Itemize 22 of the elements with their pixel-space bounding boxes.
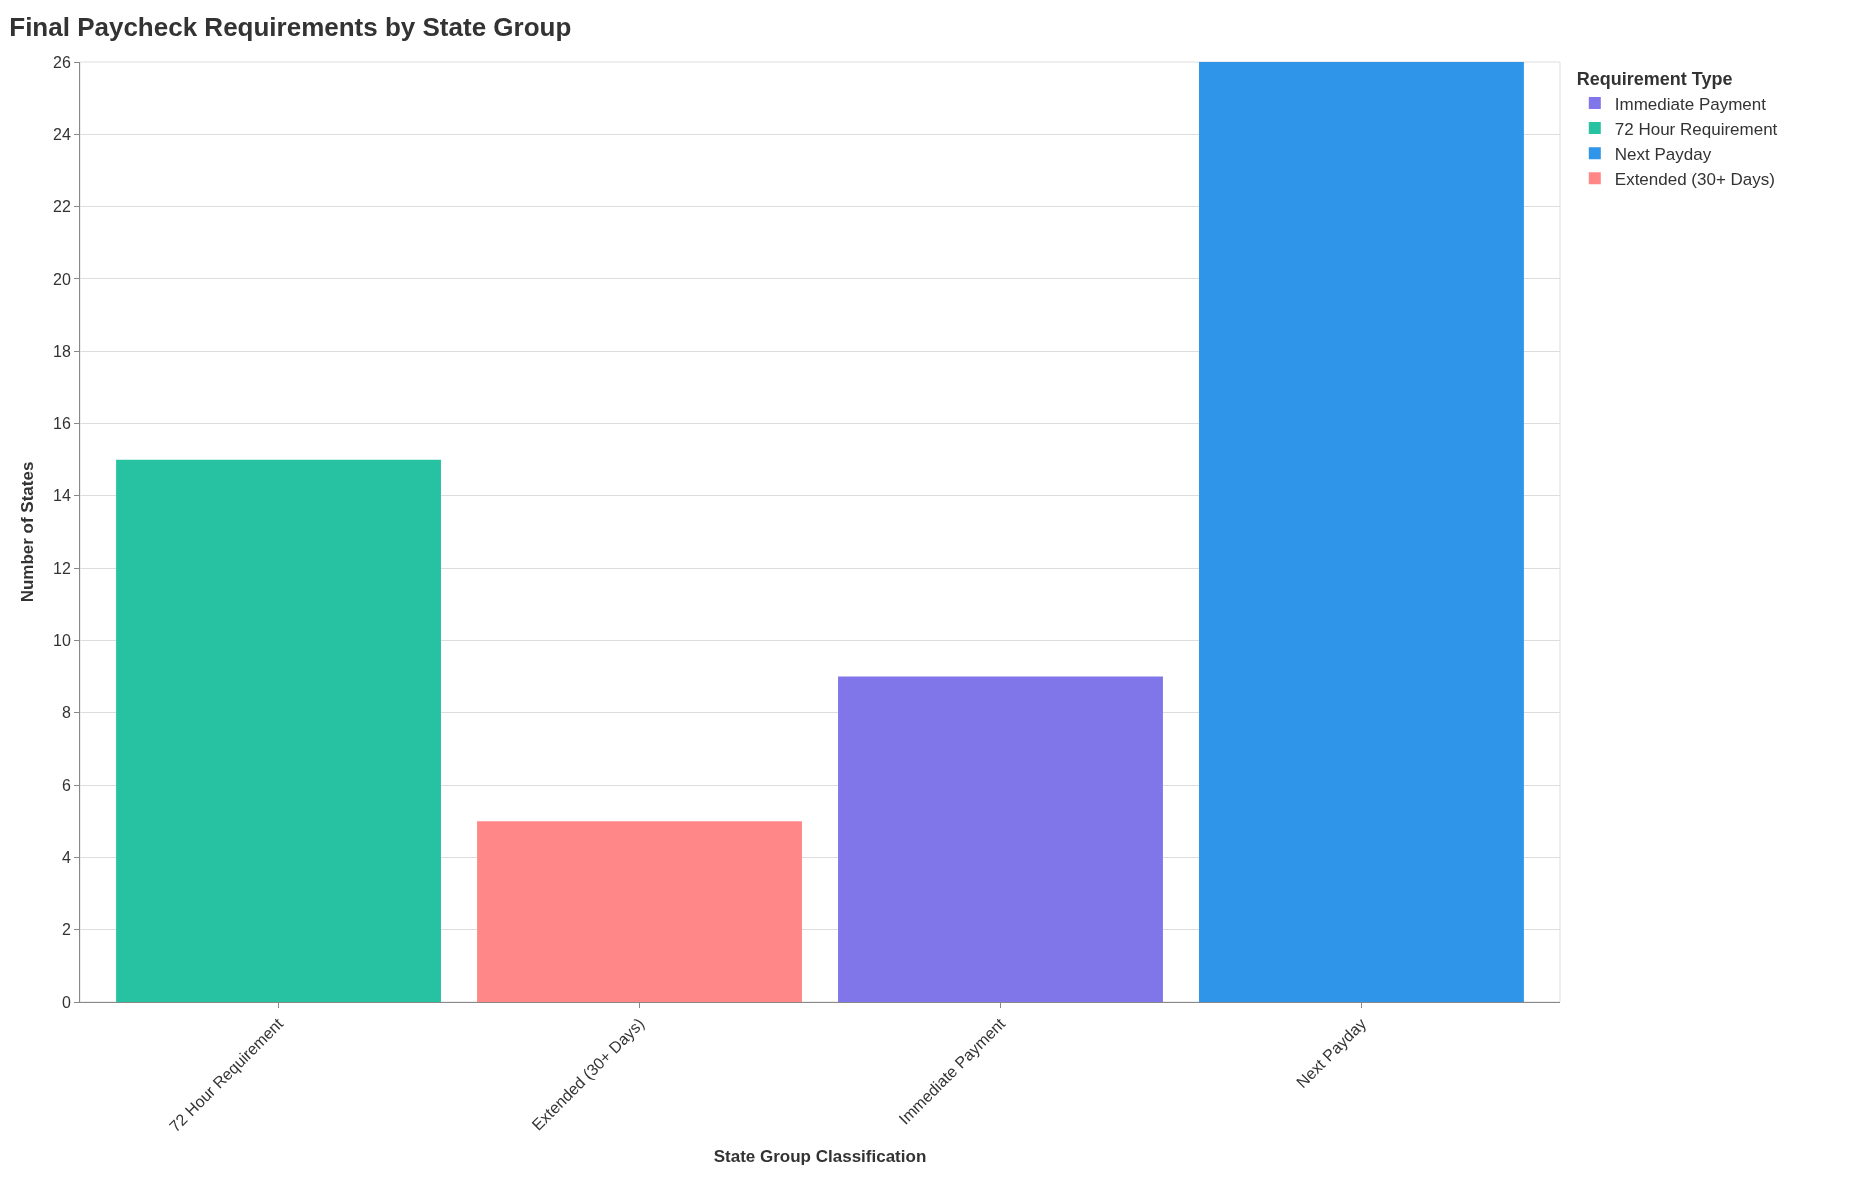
x-axis-title: State Group Classification xyxy=(713,1146,927,1166)
y-tick-label: 2 xyxy=(61,921,71,939)
y-tick-label: 8 xyxy=(61,704,71,722)
y-tick-label: 18 xyxy=(53,342,71,360)
y-tick-label: 26 xyxy=(53,53,71,71)
legend-title: Requirement Type xyxy=(1576,69,1733,90)
y-tick-label: 14 xyxy=(53,487,71,505)
y-tick-label: 24 xyxy=(53,125,71,143)
y-axis-title: Number of States xyxy=(17,461,37,603)
y-tick-label: 20 xyxy=(53,270,71,288)
legend-label: Next Payday xyxy=(1614,144,1712,164)
y-tick-label: 16 xyxy=(53,415,71,433)
y-tick-label: 0 xyxy=(61,993,71,1011)
legend-label: 72 Hour Requirement xyxy=(1614,119,1778,139)
legend-label: Immediate Payment xyxy=(1614,94,1767,114)
y-tick-label: 6 xyxy=(61,776,71,794)
y-tick-label: 10 xyxy=(53,632,71,650)
chart-title: Final Paycheck Requirements by State Group xyxy=(9,11,572,42)
y-tick-label: 4 xyxy=(61,848,71,866)
y-tick-label: 22 xyxy=(53,198,71,216)
y-tick-label: 12 xyxy=(53,559,71,577)
legend-label: Extended (30+ Days) xyxy=(1614,169,1775,189)
